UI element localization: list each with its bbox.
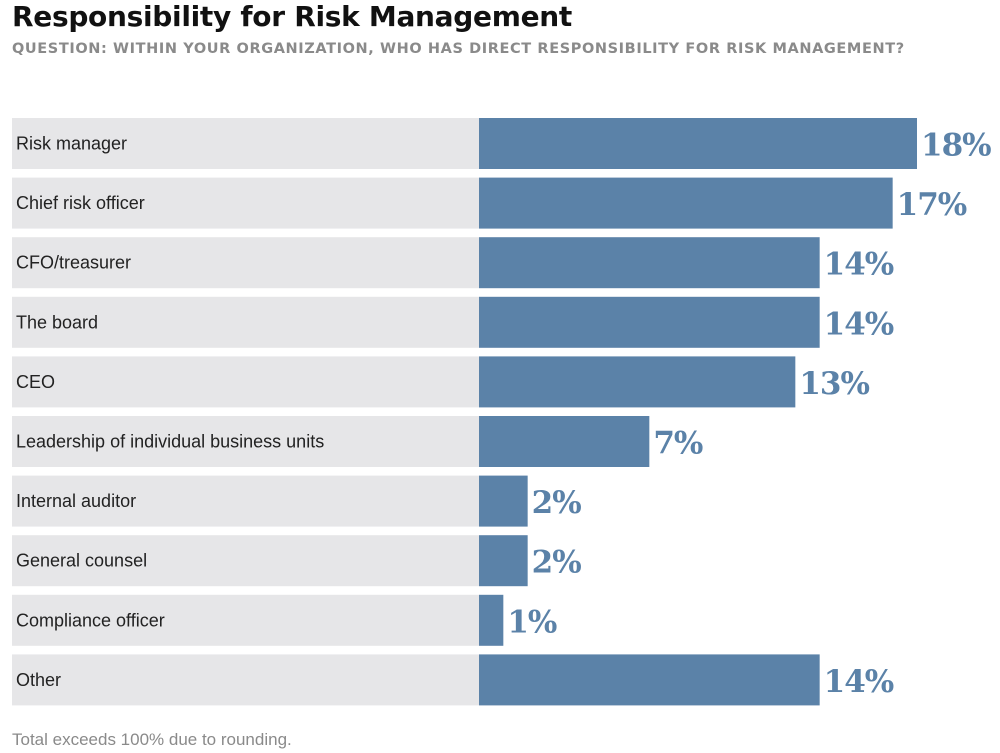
category-label: CEO xyxy=(16,372,55,392)
value-label: 14% xyxy=(824,247,894,283)
value-label: 1% xyxy=(507,604,557,640)
bar xyxy=(479,594,504,646)
bar xyxy=(479,654,820,706)
value-label: 13% xyxy=(799,366,869,402)
category-label: Chief risk officer xyxy=(16,193,145,213)
bar-row: Internal auditor 2% xyxy=(12,475,582,527)
row-background xyxy=(12,296,479,348)
bar-row: Chief risk officer 17% xyxy=(12,177,968,229)
bar xyxy=(479,177,893,229)
category-label: Risk manager xyxy=(16,134,127,154)
value-label: 14% xyxy=(824,664,894,700)
bar-row: General counsel 2% xyxy=(12,535,582,587)
bar-row: CFO/treasurer 14% xyxy=(12,237,895,289)
bar xyxy=(479,416,650,467)
bar-row: Compliance officer 1% xyxy=(12,594,558,646)
value-label: 2% xyxy=(532,485,582,521)
row-background xyxy=(12,654,479,706)
bar xyxy=(479,237,820,289)
row-background xyxy=(12,535,479,587)
category-label: Compliance officer xyxy=(16,610,165,630)
bar-row: The board 14% xyxy=(12,296,895,348)
row-background xyxy=(12,475,479,527)
chart-title: Responsibility for Risk Management xyxy=(12,0,572,33)
category-label: Leadership of individual business units xyxy=(16,432,324,452)
category-label: Internal auditor xyxy=(16,491,136,511)
category-label: General counsel xyxy=(16,551,147,571)
bar xyxy=(479,535,528,587)
bar-row: Leadership of individual business units 7… xyxy=(12,416,704,467)
footnote: Total exceeds 100% due to rounding. xyxy=(12,730,292,749)
bar xyxy=(479,475,528,527)
bar xyxy=(479,356,796,408)
value-label: 7% xyxy=(653,426,703,462)
value-label: 18% xyxy=(921,128,991,164)
category-label: CFO/treasurer xyxy=(16,253,131,273)
bar-row: Risk manager 18% xyxy=(12,118,992,169)
row-background xyxy=(12,356,479,408)
row-background xyxy=(12,177,479,229)
row-background xyxy=(12,237,479,289)
category-label: Other xyxy=(16,670,61,690)
bar-row: Other 14% xyxy=(12,654,895,706)
value-label: 2% xyxy=(532,545,582,581)
bar xyxy=(479,118,917,169)
chart-subtitle: QUESTION: WITHIN YOUR ORGANIZATION, WHO … xyxy=(12,41,905,57)
bar xyxy=(479,296,820,348)
row-background xyxy=(12,118,479,169)
row-background xyxy=(12,416,479,467)
value-label: 17% xyxy=(897,187,967,223)
bar-row: CEO 13% xyxy=(12,356,870,408)
row-background xyxy=(12,594,479,646)
category-label: The board xyxy=(16,312,98,332)
value-label: 14% xyxy=(824,306,894,342)
